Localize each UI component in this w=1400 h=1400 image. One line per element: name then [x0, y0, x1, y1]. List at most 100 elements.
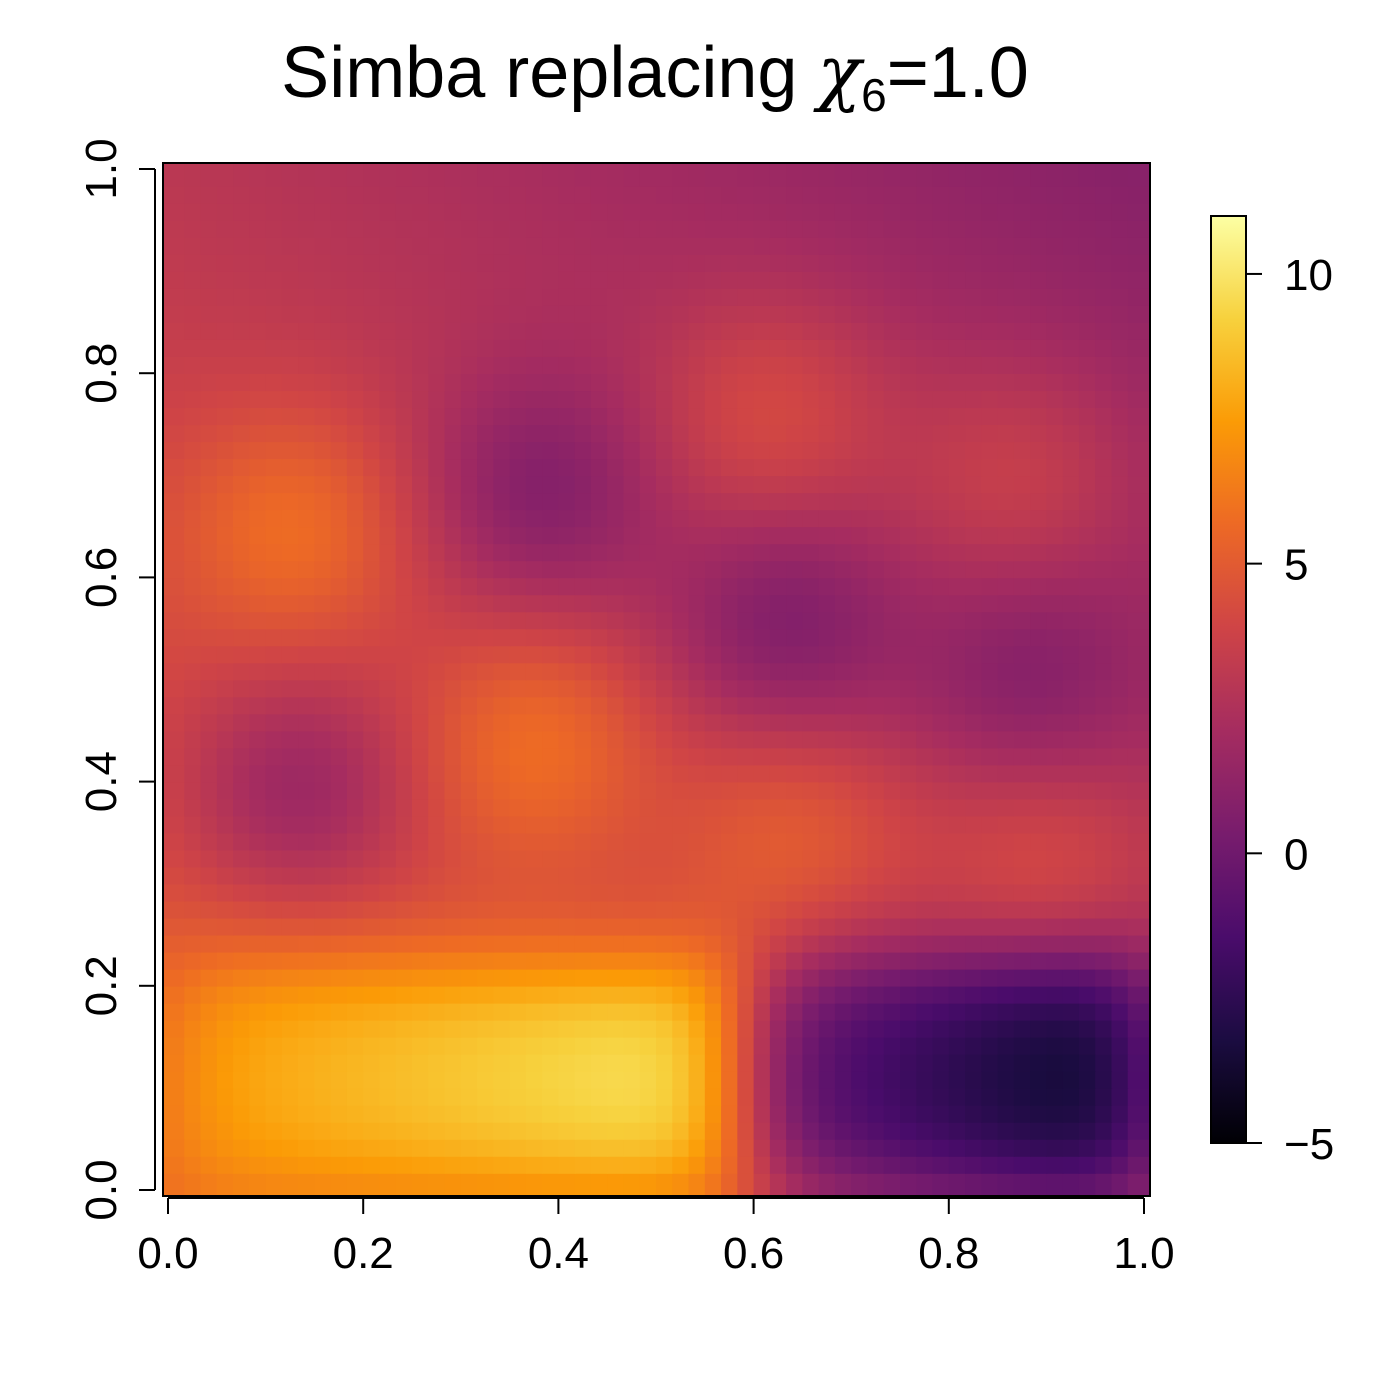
heatmap-cell	[477, 730, 495, 749]
heatmap-cell	[281, 883, 299, 902]
heatmap-cell	[688, 985, 706, 1004]
heatmap-cell	[265, 900, 283, 919]
heatmap-cell	[900, 475, 918, 494]
heatmap-cell	[298, 679, 316, 698]
heatmap-cell	[444, 747, 462, 766]
heatmap-cell	[753, 696, 771, 715]
heatmap-cell	[981, 883, 999, 902]
heatmap-cell	[1127, 645, 1150, 664]
heatmap-cell	[672, 1104, 690, 1123]
heatmap-cell	[444, 1104, 462, 1123]
heatmap-cell	[607, 356, 625, 374]
heatmap-cell	[607, 1172, 625, 1196]
heatmap-cell	[1095, 832, 1113, 851]
heatmap-cell	[883, 305, 901, 323]
heatmap-cell	[444, 1087, 462, 1106]
heatmap-cell	[298, 662, 316, 681]
heatmap-cell	[163, 220, 186, 238]
heatmap-cell	[834, 832, 852, 851]
heatmap-cell	[1127, 1172, 1150, 1196]
heatmap-cell	[444, 407, 462, 426]
heatmap-cell	[834, 339, 852, 357]
heatmap-cell	[298, 764, 316, 783]
heatmap-cell	[607, 305, 625, 323]
heatmap-cell	[965, 526, 983, 545]
heatmap-cell	[672, 934, 690, 953]
x-axis: 0.0 0.2 0.4 0.6 0.8 1.0	[137, 1197, 1175, 1278]
heatmap-cell	[1095, 356, 1113, 374]
heatmap-cell	[314, 356, 332, 374]
heatmap-cell	[688, 781, 706, 800]
heatmap-cell	[656, 696, 674, 715]
heatmap-cell	[932, 543, 950, 562]
heatmap-cell	[233, 747, 251, 766]
heatmap-cell	[477, 305, 495, 323]
heatmap-cell	[802, 951, 820, 970]
heatmap-cell	[216, 237, 234, 255]
heatmap-cell	[1111, 594, 1129, 613]
heatmap-cell	[1046, 985, 1064, 1004]
heatmap-cell	[1078, 509, 1096, 528]
heatmap-cell	[916, 832, 934, 851]
heatmap-cell	[330, 458, 348, 477]
heatmap-cell	[477, 1053, 495, 1072]
heatmap-cell	[379, 679, 397, 698]
heatmap-cell	[981, 594, 999, 613]
heatmap-cell	[997, 900, 1015, 919]
heatmap-cell	[314, 1172, 332, 1196]
heatmap-cell	[493, 730, 511, 749]
heatmap-cell	[623, 356, 641, 374]
heatmap-cell	[704, 492, 722, 511]
heatmap-cell	[163, 1104, 186, 1123]
heatmap-cell	[639, 866, 657, 885]
heatmap-cell	[558, 1172, 576, 1196]
heatmap-cell	[509, 781, 527, 800]
heatmap-cell	[965, 917, 983, 936]
heatmap-cell	[672, 509, 690, 528]
heatmap-cell	[412, 985, 430, 1004]
heatmap-cell	[656, 305, 674, 323]
heatmap-cell	[428, 968, 446, 987]
heatmap-cell	[1127, 186, 1150, 204]
heatmap-cell	[233, 475, 251, 494]
heatmap-cell	[704, 475, 722, 494]
heatmap-cell	[1030, 1019, 1048, 1038]
heatmap-cell	[656, 866, 674, 885]
heatmap-cell	[786, 288, 804, 306]
heatmap-cell	[900, 407, 918, 426]
heatmap-cell	[656, 1138, 674, 1157]
heatmap-cell	[525, 594, 543, 613]
heatmap-cell	[1062, 611, 1080, 630]
heatmap-cell	[932, 645, 950, 664]
heatmap-cell	[818, 900, 836, 919]
heatmap-cell	[672, 1002, 690, 1021]
heatmap-cell	[1078, 288, 1096, 306]
heatmap-cell	[460, 305, 478, 323]
heatmap-cell	[460, 764, 478, 783]
heatmap-cell	[851, 1155, 869, 1174]
heatmap-cell	[607, 713, 625, 732]
heatmap-cell	[428, 934, 446, 953]
heatmap-cell	[216, 747, 234, 766]
heatmap-cell	[460, 373, 478, 392]
heatmap-cell	[412, 577, 430, 596]
heatmap-cell	[721, 815, 739, 834]
heatmap-cell	[704, 781, 722, 800]
heatmap-cell	[265, 815, 283, 834]
heatmap-cell	[216, 781, 234, 800]
heatmap-cell	[688, 900, 706, 919]
heatmap-cell	[314, 1036, 332, 1055]
heatmap-cell	[363, 951, 381, 970]
heatmap-cell	[509, 1172, 527, 1196]
heatmap-cell	[200, 1155, 218, 1174]
heatmap-cell	[412, 781, 430, 800]
heatmap-cell	[574, 900, 592, 919]
heatmap-cell	[265, 764, 283, 783]
heatmap-cell	[607, 271, 625, 289]
heatmap-cell	[786, 339, 804, 357]
heatmap-cell	[607, 407, 625, 426]
heatmap-cell	[753, 679, 771, 698]
heatmap-cell	[704, 1019, 722, 1038]
heatmap-cell	[395, 662, 413, 681]
heatmap-cell	[639, 1104, 657, 1123]
